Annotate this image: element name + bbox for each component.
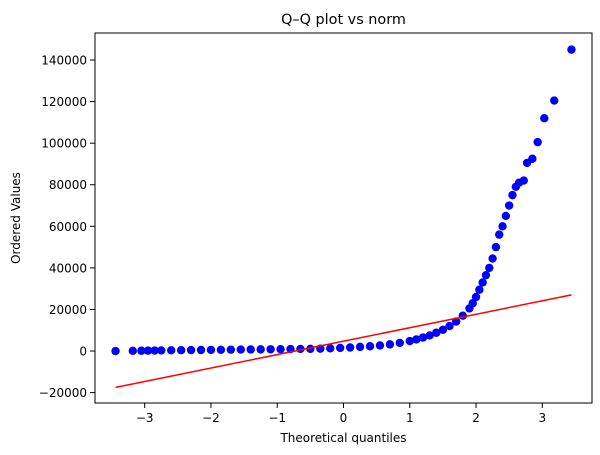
data-point	[508, 190, 517, 200]
data-point	[196, 345, 206, 355]
data-point	[540, 114, 549, 123]
data-point	[418, 333, 428, 342]
data-point	[485, 263, 494, 273]
x-tick-label: −2	[202, 411, 220, 425]
x-tick-label: −3	[136, 411, 154, 425]
data-point	[236, 345, 245, 354]
data-point	[111, 346, 120, 356]
data-point	[432, 328, 441, 337]
y-tick-label: 120000	[41, 95, 87, 109]
x-tick-label: 0	[340, 411, 348, 425]
data-point	[491, 242, 501, 252]
data-point	[445, 321, 454, 331]
y-axis-label: Ordered Values	[9, 172, 23, 264]
plot-area	[111, 45, 576, 389]
data-point	[550, 96, 559, 105]
data-point	[375, 341, 385, 350]
data-point	[425, 331, 434, 340]
data-point	[326, 344, 335, 353]
data-point	[137, 346, 146, 355]
data-point	[266, 345, 275, 354]
data-point	[412, 335, 421, 344]
y-axis: −20000 0 20000 40000 60000 80000 100000 120000 1…	[39, 54, 95, 400]
x-tick-label: −1	[268, 411, 286, 425]
data-point	[438, 325, 448, 335]
data-point	[167, 346, 176, 355]
fit-line	[115, 294, 572, 389]
x-axis-label: Theoretical quantiles	[279, 431, 406, 445]
data-point	[481, 270, 491, 280]
data-point	[567, 45, 576, 54]
data-point	[475, 285, 484, 294]
y-tick-label: 60000	[49, 220, 87, 234]
data-point	[504, 201, 514, 210]
data-point	[143, 346, 153, 355]
y-tick-label: 140000	[41, 54, 87, 68]
data-point	[488, 254, 497, 263]
data-point	[365, 342, 375, 351]
data-point	[471, 292, 481, 302]
y-tick-label: 0	[79, 345, 87, 359]
data-point	[128, 346, 137, 356]
data-point	[501, 211, 511, 221]
data-point	[495, 230, 504, 239]
data-point	[395, 338, 405, 348]
data-point	[246, 345, 255, 354]
data-point	[533, 137, 542, 147]
data-point	[206, 345, 216, 355]
data-point	[256, 345, 265, 354]
y-tick-label: 100000	[41, 137, 87, 151]
data-point	[345, 343, 355, 352]
y-tick-label: 40000	[49, 261, 87, 275]
x-tick-label: 1	[406, 411, 414, 425]
x-tick-label: 2	[472, 411, 480, 425]
data-point	[276, 344, 285, 354]
data-point	[176, 346, 186, 355]
data-point	[186, 345, 196, 355]
y-tick-label: 20000	[49, 303, 87, 317]
data-point	[335, 343, 345, 353]
data-point	[157, 346, 166, 355]
x-axis: −3 −2 −1 0 1 2 3	[136, 403, 546, 425]
data-point	[498, 222, 507, 231]
data-point	[478, 278, 487, 287]
data-point	[216, 345, 226, 354]
x-tick-label: 3	[538, 411, 546, 425]
y-tick-label: −20000	[39, 386, 87, 400]
data-point	[355, 342, 365, 352]
data-point	[226, 345, 236, 354]
data-point	[528, 154, 537, 163]
data-point	[468, 299, 477, 308]
y-tick-label: 80000	[49, 178, 87, 192]
data-point	[519, 176, 528, 185]
chart-title: Q–Q plot vs norm	[281, 12, 406, 28]
data-point	[405, 336, 414, 346]
data-point	[150, 346, 159, 355]
data-point	[385, 340, 395, 349]
